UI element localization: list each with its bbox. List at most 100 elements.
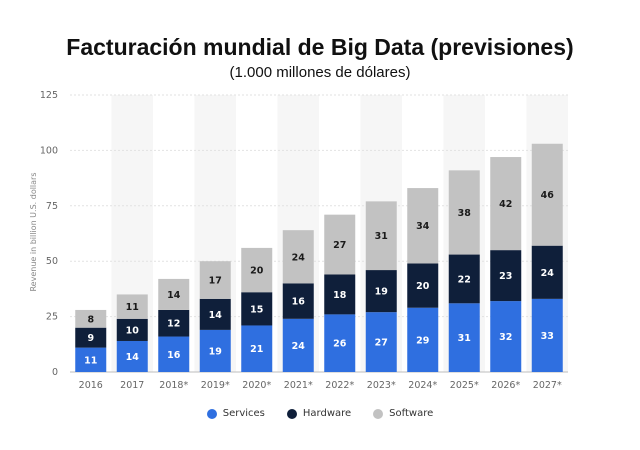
y-axis-ticks: 0 25 50 75 100 125 <box>40 90 58 378</box>
bar-segment-services <box>448 303 480 372</box>
bar-segment-services <box>282 318 314 372</box>
x-tick-label: 2025* <box>450 380 479 391</box>
data-label: 14 <box>167 290 181 301</box>
bar-segment-hardware <box>365 270 397 313</box>
legend-item-hardware[interactable]: Hardware <box>286 408 352 419</box>
data-label: 34 <box>416 221 430 232</box>
y-tick-label: 0 <box>52 367 58 378</box>
data-label: 18 <box>333 290 347 301</box>
bar-segment-services <box>407 307 439 372</box>
data-labels: 11 9 8 14 10 11 16 12 14 19 14 17 21 15 20 24 16 24 26 18 27… <box>84 190 554 366</box>
bar-segment-hardware <box>158 309 190 337</box>
bar-segment-services <box>324 314 356 372</box>
y-tick-label: 125 <box>40 90 58 101</box>
bar-segment-hardware <box>324 274 356 315</box>
y-axis-label: Revenue in billion U.S. dollars <box>29 172 38 291</box>
bar-segment-hardware <box>282 283 314 319</box>
chart-title: Facturación mundial de Big Data (previsi… <box>66 34 574 60</box>
data-label: 14 <box>209 310 223 321</box>
y-tick-label: 25 <box>46 312 58 323</box>
bar-segment-hardware <box>75 327 107 348</box>
bar-segment-hardware <box>116 318 148 341</box>
bar-segment-hardware <box>448 254 480 304</box>
data-label: 11 <box>126 302 139 313</box>
bar-segment-software <box>490 157 522 251</box>
data-label: 31 <box>375 231 388 242</box>
gridlines <box>70 94 568 373</box>
data-label: 27 <box>375 338 388 349</box>
data-label: 46 <box>541 190 555 201</box>
data-label: 27 <box>333 240 346 251</box>
bars <box>75 143 563 372</box>
data-label: 24 <box>292 341 306 352</box>
data-label: 33 <box>541 331 554 342</box>
bar-segment-hardware <box>199 298 231 330</box>
chart-subtitle: (1.000 millones de dólares) <box>229 64 411 81</box>
data-label: 24 <box>292 252 306 263</box>
data-label: 10 <box>126 325 140 336</box>
legend-label: Services <box>222 408 265 419</box>
x-tick-label: 2017 <box>120 380 144 391</box>
data-label: 16 <box>292 297 306 308</box>
data-label: 19 <box>375 287 388 298</box>
bar-segment-hardware <box>490 250 522 302</box>
data-label: 23 <box>499 271 512 282</box>
legend-item-services[interactable]: Services <box>206 408 265 419</box>
data-label: 9 <box>87 333 94 344</box>
x-tick-label: 2021* <box>284 380 313 391</box>
data-label: 26 <box>333 339 347 350</box>
data-label: 20 <box>416 281 430 292</box>
x-tick-label: 2027* <box>533 380 562 391</box>
bar-segment-software <box>407 188 439 264</box>
bar-segment-services <box>365 312 397 372</box>
bar-segment-software <box>531 143 563 246</box>
data-label: 21 <box>250 344 263 355</box>
data-label: 24 <box>541 268 555 279</box>
x-tick-label: 2018* <box>159 380 188 391</box>
bar-segment-hardware <box>407 263 439 308</box>
data-label: 11 <box>84 355 97 366</box>
bar-segment-services <box>158 336 190 372</box>
data-label: 16 <box>167 350 181 361</box>
bar-segment-services <box>241 325 273 372</box>
x-tick-label: 2024* <box>408 380 437 391</box>
y-tick-label: 75 <box>46 201 58 212</box>
bar-segment-hardware <box>241 292 273 326</box>
x-tick-label: 2020* <box>242 380 271 391</box>
legend-swatch <box>373 408 384 419</box>
data-label: 14 <box>126 352 140 363</box>
y-tick-label: 50 <box>46 256 58 267</box>
data-label: 29 <box>416 335 429 346</box>
legend-label: Hardware <box>302 408 352 419</box>
x-axis-ticks: 2016 2017 2018* 2019* 2020* 2021* 2022* 2023* 20… <box>79 380 562 391</box>
x-tick-label: 2023* <box>367 380 396 391</box>
x-tick-label: 2022* <box>325 380 354 391</box>
bar-segment-hardware <box>531 245 563 299</box>
bar-segment-software <box>75 309 107 328</box>
x-tick-label: 2016 <box>79 380 103 391</box>
data-label: 31 <box>458 333 471 344</box>
data-label: 22 <box>458 274 471 285</box>
bar-segment-software <box>158 278 190 310</box>
bar-segment-software <box>324 214 356 275</box>
y-tick-label: 100 <box>40 145 58 156</box>
bar-segment-services <box>75 347 107 372</box>
bar-segment-services <box>490 301 522 372</box>
data-label: 32 <box>499 332 512 343</box>
bar-segment-software <box>282 230 314 284</box>
data-label: 20 <box>250 266 264 277</box>
x-tick-label: 2019* <box>201 380 230 391</box>
legend: Services Hardware Software <box>0 408 640 419</box>
x-tick-label: 2026* <box>491 380 520 391</box>
bar-segment-software <box>199 261 231 299</box>
data-label: 42 <box>499 199 512 210</box>
data-label: 17 <box>209 276 222 287</box>
bar-segment-services <box>531 298 563 372</box>
data-label: 12 <box>167 319 180 330</box>
bar-segment-services <box>199 329 231 372</box>
legend-label: Software <box>389 408 434 419</box>
legend-swatch <box>206 408 217 419</box>
legend-item-software[interactable]: Software <box>373 408 433 419</box>
bar-segment-software <box>116 294 148 319</box>
